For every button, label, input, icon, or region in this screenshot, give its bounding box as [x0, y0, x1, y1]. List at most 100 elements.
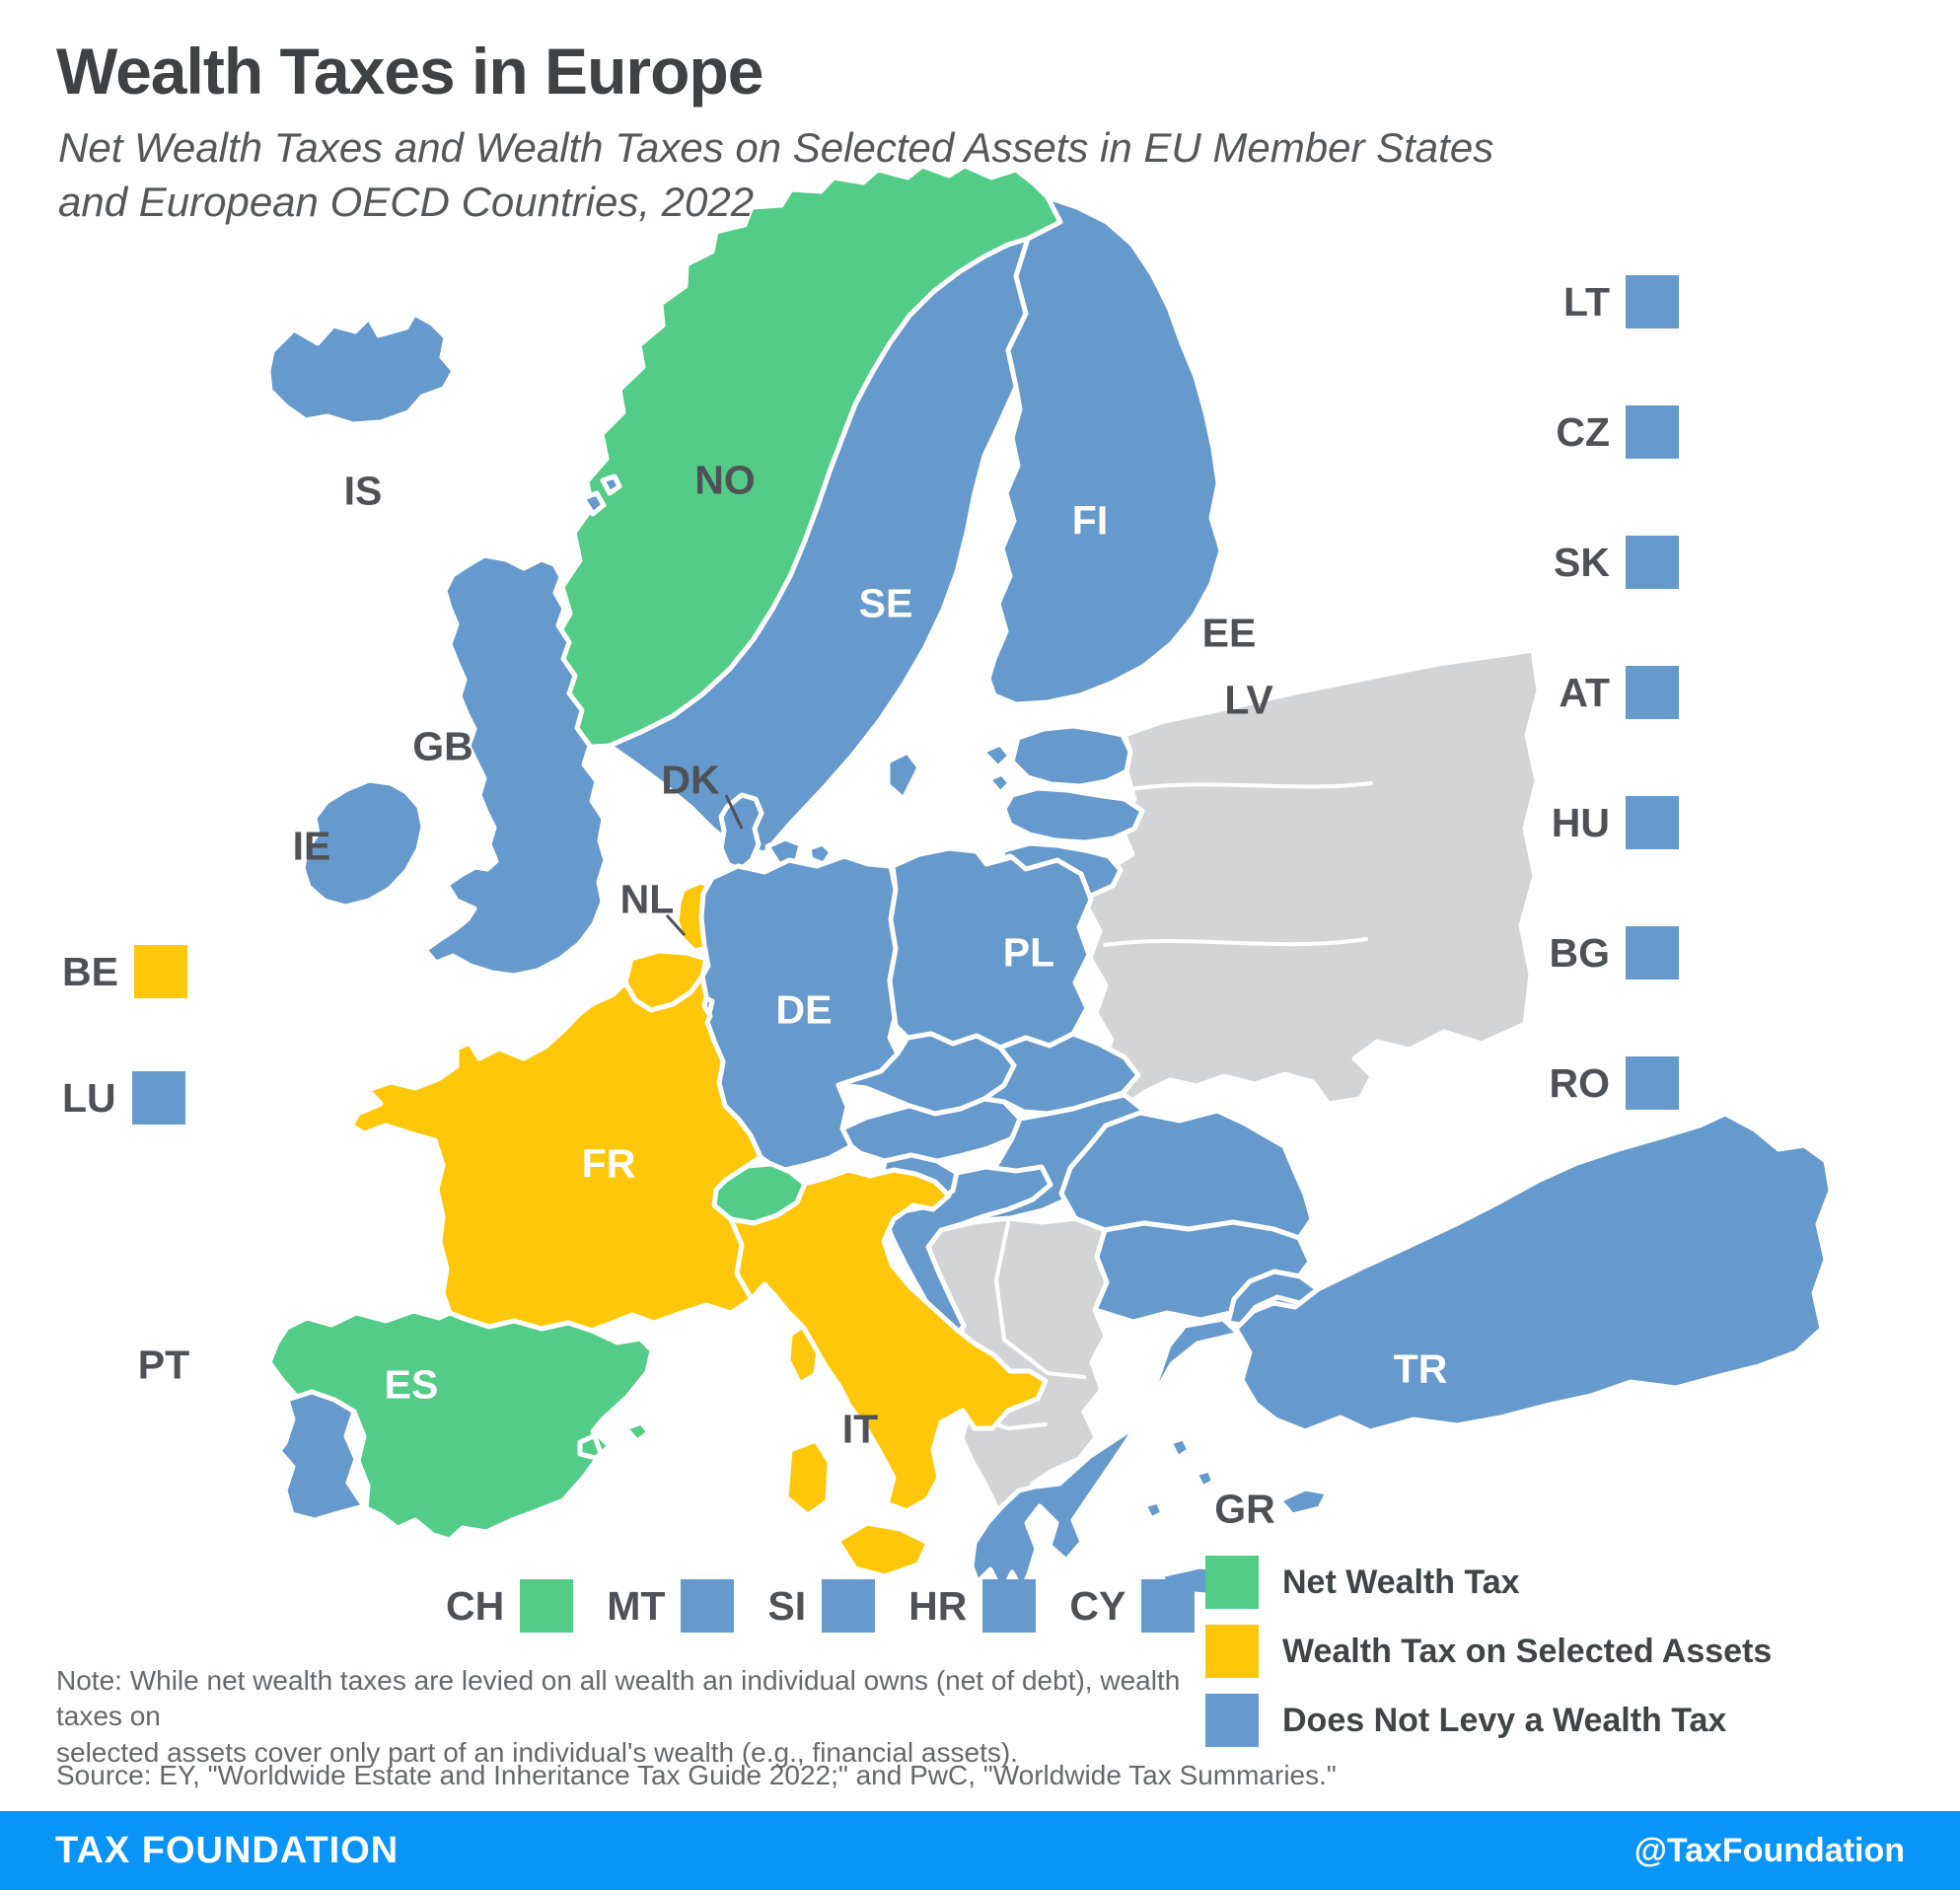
- swatch-label-bg: BG: [1549, 929, 1611, 976]
- swatch-label-cz: CZ: [1556, 408, 1610, 455]
- swatch-si: [822, 1579, 876, 1633]
- map-label-pt: PT: [137, 1342, 190, 1388]
- swatch-label-hr: HR: [908, 1582, 968, 1629]
- bottom-swatch-row-mt: MT: [607, 1579, 735, 1633]
- legend-label-selected: Wealth Tax on Selected Assets: [1282, 1632, 1773, 1670]
- swatch-label-cy: CY: [1069, 1582, 1126, 1629]
- map-label-se: SE: [858, 580, 913, 626]
- country-finland: [985, 194, 1224, 707]
- country-turkey: [1233, 1111, 1834, 1434]
- border-by-ua: [1103, 937, 1368, 947]
- swatch-label-mt: MT: [607, 1582, 666, 1629]
- country-spain: [266, 1308, 655, 1543]
- country-italy: [728, 1167, 1049, 1579]
- swatch-cz: [1626, 405, 1679, 459]
- dk-callout-line: [724, 794, 744, 830]
- map-label-es: ES: [384, 1361, 439, 1408]
- swatch-bg: [1626, 926, 1679, 980]
- map-label-nl: NL: [619, 876, 675, 922]
- country-great-britain: [422, 473, 622, 979]
- legend-row-none: Does Not Levy a Wealth Tax: [1205, 1694, 1772, 1747]
- legend-swatch-net: [1205, 1556, 1259, 1609]
- legend-row-net: Net Wealth Tax: [1205, 1556, 1772, 1609]
- page-title: Wealth Taxes in Europe: [56, 35, 763, 108]
- swatch-be: [133, 945, 187, 998]
- legend-swatch-none: [1205, 1694, 1259, 1747]
- nl-callout-line: [665, 913, 687, 937]
- map-label-lv: LV: [1224, 677, 1273, 723]
- border-rs-mk: [1002, 1338, 1086, 1379]
- country-estonia: [980, 723, 1133, 796]
- right-swatch-row-sk: SK: [1535, 497, 1679, 627]
- country-latvia: [1001, 785, 1145, 845]
- swatch-at: [1626, 666, 1679, 719]
- legend-label-none: Does Not Levy a Wealth Tax: [1282, 1701, 1727, 1739]
- map-label-is: IS: [343, 468, 383, 514]
- swatch-mt: [681, 1579, 735, 1633]
- country-iceland: [265, 311, 457, 427]
- right-swatch-row-ro: RO: [1535, 1018, 1679, 1148]
- left-swatch-row-be: BE: [62, 945, 187, 998]
- right-swatch-row-lt: LT: [1535, 237, 1679, 367]
- legend-row-selected: Wealth Tax on Selected Assets: [1205, 1625, 1772, 1678]
- right-swatch-column: LT CZ SK AT HU BG RO: [1535, 237, 1679, 1148]
- map-label-ie: IE: [292, 823, 331, 869]
- country-poland: [887, 845, 1094, 1051]
- map-label-gb: GB: [412, 723, 473, 769]
- swatch-label-sk: SK: [1554, 539, 1610, 585]
- map-label-fi: FI: [1071, 497, 1109, 544]
- note-line-1: Note: While net wealth taxes are levied …: [56, 1665, 1181, 1732]
- subtitle-line-2: and European OECD Countries, 2022: [58, 179, 755, 226]
- swatch-ro: [1626, 1056, 1679, 1110]
- source-text: Source: EY, "Worldwide Estate and Inheri…: [56, 1760, 1337, 1790]
- country-cyprus: [1276, 1486, 1331, 1518]
- country-sweden: [607, 236, 1031, 856]
- map-label-de: DE: [775, 986, 833, 1033]
- note-text: Note: While net wealth taxes are levied …: [56, 1663, 1191, 1771]
- footer-handle: @TaxFoundation: [1633, 1831, 1905, 1869]
- left-swatch-row-lu: LU: [62, 1071, 185, 1125]
- border-md: [1216, 1079, 1235, 1117]
- bottom-swatch-row-hr: HR: [908, 1579, 1037, 1633]
- right-swatch-row-cz: CZ: [1535, 367, 1679, 497]
- legend-label-net: Net Wealth Tax: [1282, 1563, 1520, 1601]
- map-label-gr: GR: [1214, 1486, 1275, 1532]
- right-swatch-row-at: AT: [1535, 627, 1679, 758]
- subtitle-line-1: Net Wealth Taxes and Wealth Taxes on Sel…: [58, 124, 1494, 171]
- swatch-hr: [982, 1579, 1037, 1633]
- swatch-label-ro: RO: [1549, 1059, 1611, 1106]
- swatch-hu: [1626, 796, 1679, 849]
- legend: Net Wealth Tax Wealth Tax on Selected Ass…: [1205, 1556, 1772, 1747]
- bottom-swatch-row-cy: CY: [1069, 1579, 1196, 1633]
- right-swatch-row-hu: HU: [1535, 758, 1679, 888]
- swatch-lu: [131, 1071, 185, 1125]
- map-label-no: NO: [694, 457, 756, 503]
- swatch-label-lu: LU: [62, 1074, 116, 1121]
- map-label-fr: FR: [581, 1140, 636, 1187]
- map-label-ee: EE: [1201, 610, 1257, 656]
- swatch-sk: [1626, 536, 1679, 589]
- country-ireland: [300, 777, 426, 909]
- bottom-swatch-row: CH MT SI HR CY: [446, 1579, 1196, 1633]
- swatch-cy: [1141, 1579, 1196, 1633]
- bottom-swatch-row-si: SI: [767, 1579, 876, 1633]
- country-denmark: [718, 792, 835, 873]
- map-label-dk: DK: [661, 757, 720, 803]
- right-swatch-row-bg: BG: [1535, 888, 1679, 1018]
- swatch-lt: [1626, 275, 1679, 328]
- swatch-label-ch: CH: [446, 1582, 505, 1629]
- swatch-label-si: SI: [767, 1582, 807, 1629]
- swatch-ch: [520, 1579, 574, 1633]
- bottom-swatch-row-ch: CH: [446, 1579, 574, 1633]
- region-eastern-europe: [1083, 647, 1542, 1112]
- country-portugal: [276, 1389, 367, 1523]
- map-label-it: IT: [841, 1406, 879, 1452]
- map-label-pl: PL: [1002, 929, 1055, 976]
- swatch-label-at: AT: [1559, 669, 1610, 715]
- map-label-tr: TR: [1393, 1345, 1448, 1392]
- footer-bar: TAX FOUNDATION @TaxFoundation: [0, 1811, 1960, 1890]
- legend-swatch-selected: [1205, 1625, 1259, 1678]
- border-ru-by: [1128, 781, 1373, 791]
